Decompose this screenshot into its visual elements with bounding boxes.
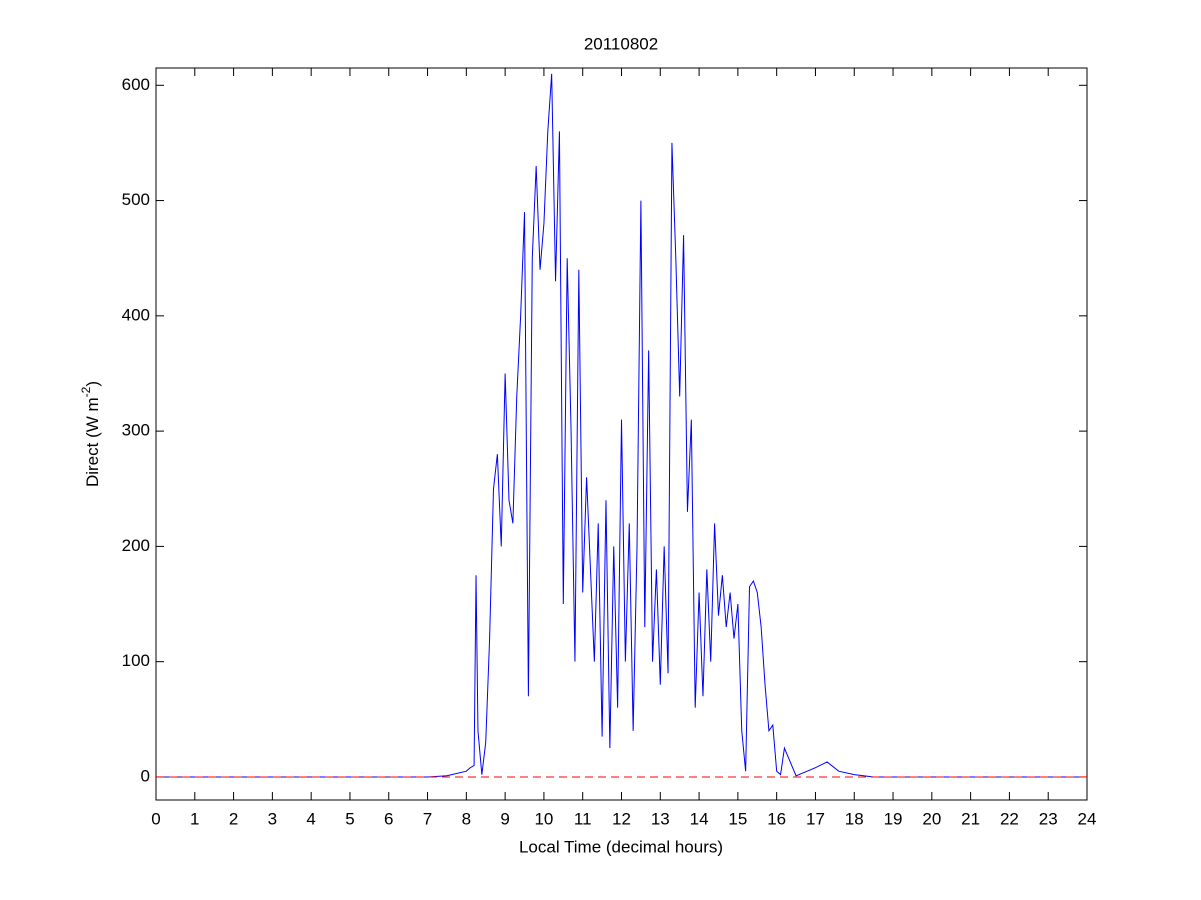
x-tick-label: 19 <box>884 809 903 828</box>
chart-title: 20110802 <box>584 34 658 53</box>
x-tick-label: 3 <box>268 809 277 828</box>
y-axis-label-end: ) <box>83 381 102 387</box>
y-axis-label-superscript: -2 <box>79 386 93 397</box>
x-axis-label: Local Time (decimal hours) <box>519 837 723 856</box>
y-tick-label: 500 <box>122 190 150 209</box>
data-line <box>156 73 1087 778</box>
x-tick-label: 20 <box>922 809 941 828</box>
x-tick-label: 5 <box>345 809 354 828</box>
y-tick-label: 300 <box>122 421 150 440</box>
y-tick-label: 0 <box>141 766 150 785</box>
x-tick-label: 1 <box>190 809 199 828</box>
x-tick-label: 9 <box>500 809 509 828</box>
x-tick-label: 0 <box>151 809 160 828</box>
x-tick-label: 6 <box>384 809 393 828</box>
x-tick-label: 14 <box>690 809 709 828</box>
x-tick-label: 4 <box>306 809 315 828</box>
y-tick-label: 400 <box>122 305 150 324</box>
x-tick-label: 2 <box>229 809 238 828</box>
x-tick-label: 23 <box>1039 809 1058 828</box>
x-tick-label: 21 <box>961 809 980 828</box>
x-tick-label: 16 <box>767 809 786 828</box>
x-tick-label: 15 <box>728 809 747 828</box>
x-tick-label: 11 <box>574 809 592 828</box>
x-tick-label: 24 <box>1078 809 1097 828</box>
x-tick-label: 22 <box>1000 809 1019 828</box>
y-tick-label: 600 <box>122 75 150 94</box>
x-tick-label: 18 <box>845 809 864 828</box>
x-tick-label: 12 <box>612 809 631 828</box>
y-tick-label: 100 <box>122 651 150 670</box>
x-tick-label: 8 <box>462 809 471 828</box>
x-tick-label: 13 <box>651 809 670 828</box>
x-tick-label: 7 <box>423 809 432 828</box>
y-tick-label: 200 <box>122 536 150 555</box>
y-axis-label-text: Direct (W m <box>83 397 102 487</box>
y-axis-label: Direct (W m-2) <box>79 381 102 487</box>
x-tick-label: 10 <box>534 809 553 828</box>
x-tick-label: 17 <box>806 809 825 828</box>
